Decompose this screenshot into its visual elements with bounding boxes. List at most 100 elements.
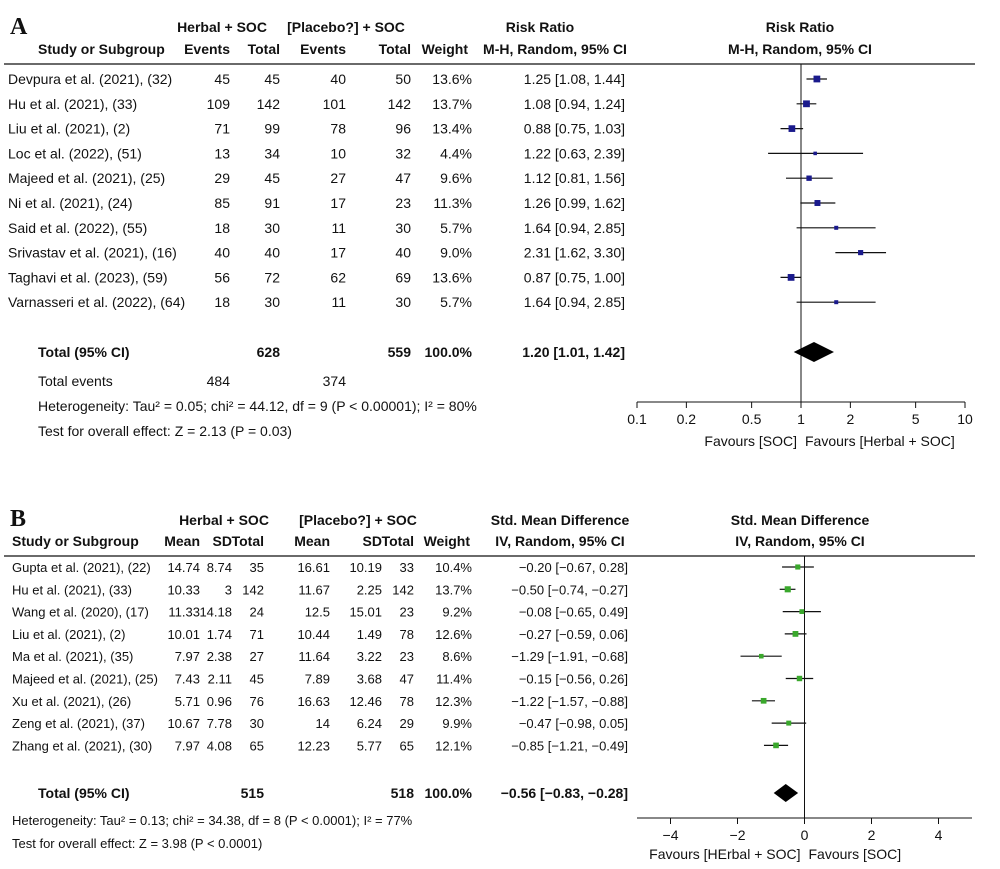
weight-a: 5.7% <box>440 294 472 310</box>
events-control-a: 78 <box>330 121 346 137</box>
events-herbal-a: 40 <box>214 245 230 261</box>
header-group1-a: Herbal + SOC <box>177 19 267 35</box>
total-herbal-b: 76 <box>250 694 264 709</box>
sd-control-b: 1.49 <box>357 627 382 642</box>
events-herbal-a: 18 <box>214 294 230 310</box>
header-effect-title-a: Risk Ratio <box>506 19 574 35</box>
sd-herbal-b: 2.11 <box>208 672 232 687</box>
header-col-a-3: Events <box>300 41 346 57</box>
mean-control-b: 14 <box>316 716 330 731</box>
study-name-a: Srivastav et al. (2021), (16) <box>8 245 177 261</box>
sd-control-b: 15.01 <box>349 605 382 620</box>
mean-control-b: 12.23 <box>297 738 330 753</box>
study-marker-a <box>787 274 795 281</box>
study-name-a: Ni et al. (2021), (24) <box>8 195 133 211</box>
mean-control-b: 10.44 <box>297 627 330 642</box>
events-control-a: 40 <box>330 71 346 87</box>
study-marker-b <box>786 720 792 726</box>
x-tick-label-b: 4 <box>935 827 943 843</box>
effect-ci-text-b: −1.22 [−1.57, −0.88] <box>511 694 628 709</box>
study-name-a: Devpura et al. (2021), (32) <box>8 71 172 87</box>
events-control-a: 10 <box>330 145 346 161</box>
header-col-b-6: Total <box>382 533 414 549</box>
total-control-b: 78 <box>400 627 414 642</box>
sd-control-b: 12.46 <box>349 694 382 709</box>
sd-herbal-b: 14.18 <box>199 605 232 620</box>
events-control-a: 11 <box>331 220 346 236</box>
study-name-a: Liu et al. (2021), (2) <box>8 121 130 137</box>
header-col-b-7: Weight <box>424 533 471 549</box>
header-group2-a: [Placebo?] + SOC <box>287 19 405 35</box>
study-marker-b <box>773 742 779 749</box>
effect-ci-text-a: 1.26 [0.99, 1.62] <box>524 195 625 211</box>
overall-effect-b: Test for overall effect: Z = 3.98 (P < 0… <box>12 836 262 851</box>
header-col-b-2: SD <box>213 533 232 549</box>
total-herbal-a: 72 <box>264 269 280 285</box>
total-herbal-a: 45 <box>264 170 280 186</box>
study-name-a: Hu et al. (2021), (33) <box>8 96 137 112</box>
sd-control-b: 3.68 <box>357 672 382 687</box>
header-col-b-1: Mean <box>164 533 200 549</box>
sd-herbal-b: 7.78 <box>207 716 232 731</box>
total-herbal-b: 24 <box>250 605 264 620</box>
study-name-b: Xu et al. (2021), (26) <box>12 694 131 709</box>
mean-herbal-b: 11.33 <box>168 605 200 620</box>
header-col-b-0: Study or Subgroup <box>12 533 139 549</box>
total-control-a: 32 <box>395 145 411 161</box>
total-herbal-a: 30 <box>264 220 280 236</box>
effect-ci-text-a: 1.08 [0.94, 1.24] <box>524 96 625 112</box>
total-ci-text-a: 1.20 [1.01, 1.42] <box>522 344 625 360</box>
sd-herbal-b: 1.74 <box>207 627 232 642</box>
x-tick-label-b: 0 <box>801 827 809 843</box>
study-name-a: Taghavi et al. (2023), (59) <box>8 269 168 285</box>
events-control-a: 17 <box>330 245 346 261</box>
weight-a: 11.3% <box>433 195 472 211</box>
x-tick-label-a: 2 <box>846 411 854 427</box>
total-control-a: 47 <box>395 170 411 186</box>
events-herbal-a: 56 <box>214 269 230 285</box>
mean-herbal-b: 10.67 <box>167 716 200 731</box>
total-control-a: 96 <box>395 121 411 137</box>
effect-ci-text-a: 1.12 [0.81, 1.56] <box>524 170 625 186</box>
study-name-b: Wang et al. (2020), (17) <box>12 605 149 620</box>
total-herbal-a: 99 <box>264 121 280 137</box>
mean-control-b: 12.5 <box>305 605 330 620</box>
events-herbal-a: 85 <box>214 195 230 211</box>
x-tick-label-a: 5 <box>912 411 920 427</box>
study-marker-b <box>784 586 791 593</box>
total-herbal-b: 30 <box>250 716 264 731</box>
weight-b: 12.3% <box>435 694 472 709</box>
events-herbal-a: 29 <box>214 170 230 186</box>
events-herbal-a: 13 <box>214 145 230 161</box>
total-control-b: 47 <box>400 672 414 687</box>
header-group2-b: [Placebo?] + SOC <box>299 512 417 528</box>
x-tick-label-b: −2 <box>730 827 746 843</box>
effect-ci-text-a: 0.88 [0.75, 1.03] <box>524 121 625 137</box>
study-marker-b <box>792 631 799 637</box>
study-marker-a <box>803 100 810 108</box>
total-herbal-b: 35 <box>250 560 264 575</box>
total-herbal-a: 45 <box>264 71 280 87</box>
header-col-a-5: Weight <box>422 41 469 57</box>
study-name-b: Majeed et al. (2021), (25) <box>12 672 158 687</box>
total-herbal-b: 65 <box>250 738 264 753</box>
sd-herbal-b: 0.96 <box>207 694 232 709</box>
study-marker-a <box>813 151 817 156</box>
effect-ci-text-a: 2.31 [1.62, 3.30] <box>524 245 625 261</box>
weight-b: 9.9% <box>442 716 472 731</box>
mean-control-b: 16.61 <box>297 560 330 575</box>
study-marker-b <box>795 564 801 570</box>
total-herbal-a: 40 <box>264 245 280 261</box>
effect-ci-text-b: −0.50 [−0.74, −0.27] <box>511 582 628 597</box>
x-tick-label-a: 0.1 <box>627 411 647 427</box>
study-name-a: Varnasseri et al. (2022), (64) <box>8 294 185 310</box>
total-herbal-a: 91 <box>264 195 280 211</box>
events-control-a: 17 <box>330 195 346 211</box>
header-col-b-5: SD <box>363 533 382 549</box>
x-tick-label-b: −4 <box>663 827 679 843</box>
total-control-b: 65 <box>400 738 414 753</box>
effect-ci-text-a: 1.25 [1.08, 1.44] <box>524 71 625 87</box>
total-control-a: 69 <box>395 269 411 285</box>
total-control-b: 23 <box>400 649 414 664</box>
pooled-diamond-b <box>773 784 799 802</box>
